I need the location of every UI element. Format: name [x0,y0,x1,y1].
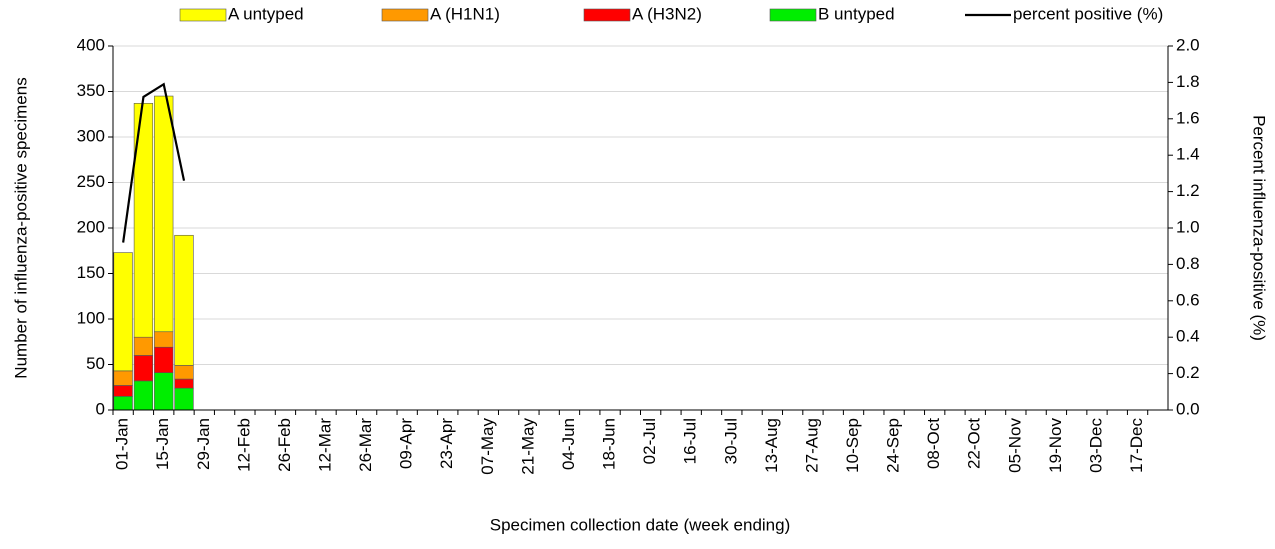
y-tick-label: 200 [77,217,105,236]
y-tick-label: 150 [77,263,105,282]
y2-tick-label: 1.0 [1176,217,1200,236]
bar-segment [174,234,194,366]
y2-axis-title: Percent influenza-positive (%) [1250,115,1269,341]
x-tick-label: 17-Dec [1127,418,1146,473]
x-tick-label: 26-Feb [275,418,294,472]
x-tick-label: 12-Feb [234,418,253,472]
bar-segment [154,372,174,411]
x-tick-label: 24-Sep [884,418,903,473]
x-tick-label: 16-Jul [681,418,700,464]
bar-segment [174,365,194,380]
bar-segment [113,370,133,386]
y-tick-label: 350 [77,81,105,100]
y2-tick-label: 0.2 [1176,363,1200,382]
x-tick-label: 13-Aug [762,418,781,473]
x-tick-label: 30-Jul [721,418,740,464]
x-tick-label: 19-Nov [1046,418,1065,473]
x-tick-label: 10-Sep [843,418,862,473]
y2-tick-label: 1.2 [1176,181,1200,200]
legend-label: A (H1N1) [430,4,500,23]
bar-segment [133,336,154,356]
bar-segment [113,396,133,411]
y-tick-label: 50 [86,354,105,373]
x-tick-label: 12-Mar [316,418,335,472]
bar-segment [113,385,133,397]
x-tick-label: 02-Jul [640,418,659,464]
x-tick-label: 07-May [478,418,497,475]
bar-segment [133,380,154,411]
x-tick-label: 05-Nov [1005,418,1024,473]
line-series [122,82,186,243]
legend-label: A untyped [228,4,304,23]
y-tick-label: 400 [77,35,105,54]
bar-segment [133,355,154,382]
y2-tick-label: 0.4 [1176,327,1200,346]
y-tick-label: 300 [77,126,105,145]
legend-swatch [583,8,631,22]
bar-segment [113,252,133,372]
y2-tick-label: 1.4 [1176,145,1200,164]
x-tick-label: 18-Jun [600,418,619,470]
bar-segment [174,378,194,389]
y-tick-label: 100 [77,308,105,327]
x-tick-label: 21-May [518,418,537,475]
y2-tick-label: 1.8 [1176,72,1200,91]
y2-tick-label: 0.8 [1176,254,1200,273]
x-tick-label: 15-Jan [153,418,172,470]
legend-label: percent positive (%) [1013,4,1163,23]
x-tick-label: 01-Jan [113,418,132,470]
bar-segment [174,387,194,411]
bar-segment [154,95,174,333]
y2-tick-label: 2.0 [1176,35,1200,54]
legend-swatch [769,8,817,22]
x-tick-label: 22-Oct [965,418,984,469]
x-tick-label: 23-Apr [437,418,456,469]
x-tick-label: 27-Aug [802,418,821,473]
legend-swatch [381,8,429,22]
y-axis-title: Number of influenza-positive specimens [11,77,30,378]
x-tick-label: 09-Apr [397,418,416,469]
legend-swatch [179,8,227,22]
y2-tick-label: 0.6 [1176,290,1200,309]
bar-segment [154,346,174,373]
x-axis-title: Specimen collection date (week ending) [490,515,791,534]
y2-tick-label: 0.0 [1176,399,1200,418]
x-tick-label: 08-Oct [924,418,943,469]
y-tick-label: 0 [96,399,105,418]
legend-label: A (H3N2) [632,4,702,23]
x-tick-label: 29-Jan [194,418,213,470]
y-tick-label: 250 [77,172,105,191]
legend-label: B untyped [818,4,895,23]
x-tick-label: 04-Jun [559,418,578,470]
y2-tick-label: 1.6 [1176,108,1200,127]
x-tick-label: 03-Dec [1086,418,1105,473]
x-tick-label: 26-Mar [356,418,375,472]
bar-segment [154,331,174,348]
